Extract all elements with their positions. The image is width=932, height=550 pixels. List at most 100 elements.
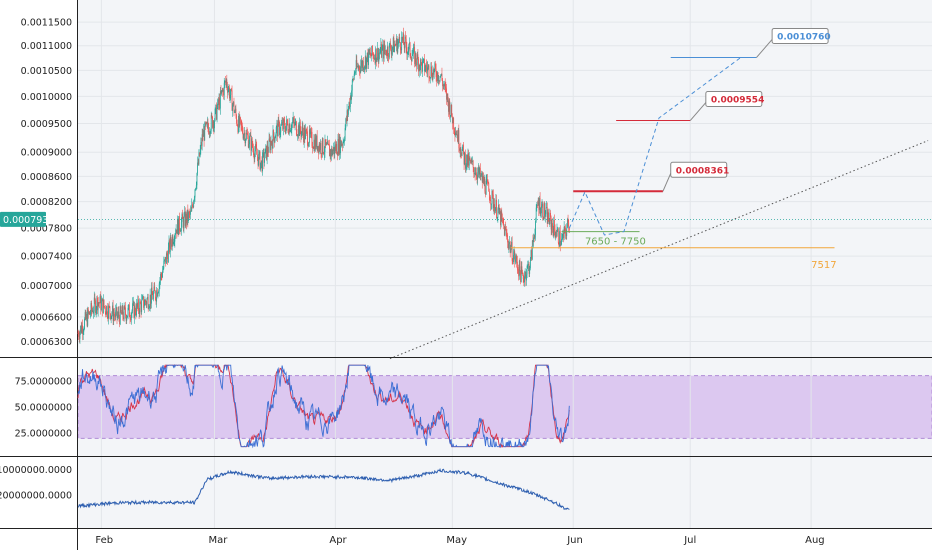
candle-body: [234, 111, 236, 113]
candle-body: [464, 153, 466, 169]
candle-body: [348, 102, 350, 109]
candle-body: [503, 225, 505, 236]
candle-body: [91, 303, 93, 311]
candle-body: [307, 145, 309, 147]
candle-body: [463, 144, 464, 153]
candle-body: [414, 47, 416, 65]
candle-body: [427, 66, 429, 72]
candle-body: [80, 325, 82, 333]
candle-body: [458, 130, 460, 149]
candle-body: [243, 132, 245, 135]
candle-body: [327, 141, 329, 145]
candle-body: [92, 310, 94, 314]
rsi-series-line: [77, 363, 570, 449]
candle-body: [297, 135, 299, 136]
candle-body: [134, 305, 135, 318]
rsi-lines: [77, 363, 570, 449]
candle-body: [297, 125, 299, 136]
candle-body: [129, 316, 131, 319]
candle-body: [434, 63, 436, 69]
candle-body: [186, 209, 188, 224]
candle-body: [261, 160, 263, 172]
candle-body: [294, 122, 296, 126]
candle-body: [206, 122, 208, 124]
candle-body: [242, 132, 244, 139]
candle-body: [357, 66, 359, 69]
candle-body: [497, 209, 499, 218]
candle-body: [500, 210, 501, 226]
candle-body: [331, 148, 333, 156]
candle-body: [239, 117, 241, 126]
trendline[interactable]: [389, 140, 929, 360]
candle-body: [156, 290, 158, 302]
levels[interactable]: 0.0010760 0.0009554 0.0008361 7650 - 7750 75…: [510, 27, 837, 271]
candle-body: [537, 205, 538, 206]
candle-body: [541, 203, 543, 207]
candle-body: [184, 211, 185, 217]
candle-body: [519, 260, 521, 272]
candle-body: [159, 280, 161, 284]
candle-body: [479, 168, 481, 175]
candle-body: [528, 263, 530, 274]
candle-body: [363, 68, 365, 70]
candle-body: [223, 82, 225, 96]
candle-body: [565, 227, 566, 234]
candle-body: [190, 210, 191, 215]
candle-body: [86, 313, 87, 320]
candle-body: [499, 210, 501, 214]
candle-body: [115, 307, 117, 311]
candle-body: [355, 60, 357, 72]
candle-body: [266, 145, 268, 160]
candle-body: [509, 242, 511, 253]
candle-body: [232, 101, 234, 105]
candle-body: [139, 301, 141, 314]
price-axis[interactable]: 0.0011500 0.0011000 0.0010500 0.0010000 0.00…: [21, 18, 72, 348]
candle-body: [378, 53, 380, 62]
candle-body: [370, 55, 372, 57]
candle-body: [504, 227, 506, 236]
time-axis[interactable]: Feb Mar Apr May Jun Jul Aug: [95, 535, 824, 546]
candle-body: [413, 47, 415, 48]
candle-body: [275, 135, 276, 139]
candle-body: [409, 42, 411, 56]
candle-body: [345, 118, 347, 129]
candle-body: [202, 134, 204, 137]
candle-body: [553, 219, 555, 236]
candle-body: [288, 131, 289, 134]
candle-body: [89, 314, 91, 315]
candle-body: [388, 55, 390, 58]
candle-body: [535, 207, 537, 222]
candle-body: [441, 73, 443, 80]
candle-body: [180, 231, 182, 232]
candle-body: [105, 312, 107, 315]
candle-body: [362, 61, 364, 68]
candle-body: [466, 154, 468, 166]
candle-body: [160, 274, 161, 281]
candle-body: [432, 69, 434, 80]
candle-body: [85, 312, 87, 320]
candle-body: [81, 325, 83, 333]
candle-body: [336, 154, 338, 156]
candle-body: [460, 148, 462, 154]
candle-body: [496, 217, 498, 219]
candle-body: [509, 242, 510, 245]
candle-body: [470, 159, 471, 163]
candle-body: [218, 98, 220, 106]
candle-body: [463, 152, 465, 165]
candle-body: [113, 314, 115, 316]
candle-body: [271, 143, 273, 149]
candle-body: [386, 46, 388, 57]
candle-body: [188, 212, 190, 213]
candle-body: [492, 190, 494, 195]
candle-body: [203, 130, 204, 137]
candle-body: [225, 79, 227, 83]
candle-body: [498, 204, 500, 214]
candle-body: [404, 36, 406, 49]
candle-body: [78, 333, 80, 337]
candle-body: [476, 176, 478, 180]
candle-body: [110, 313, 111, 320]
candle-body: [381, 48, 383, 58]
candle-body: [467, 153, 469, 166]
candle-body: [351, 90, 353, 100]
